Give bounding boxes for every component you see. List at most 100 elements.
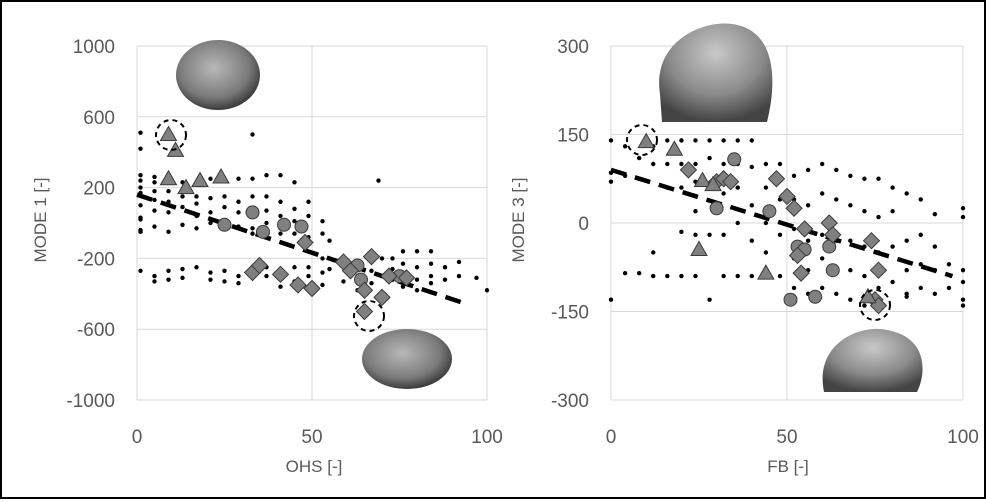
- data-point-dot: [820, 191, 825, 196]
- data-point-dot: [138, 203, 143, 208]
- data-point-dot: [278, 231, 283, 236]
- data-point-dot: [236, 199, 241, 204]
- data-point-dot: [707, 297, 712, 302]
- data-point-dot: [180, 275, 185, 281]
- data-point-diamond: [778, 187, 796, 206]
- data-point-dot: [152, 174, 157, 180]
- data-point-dot: [166, 277, 171, 282]
- data-point-diamond: [824, 226, 842, 244]
- data-point-circle: [783, 292, 798, 307]
- data-point-dot: [180, 194, 185, 199]
- data-point-dot: [960, 303, 966, 308]
- data-point-diamond: [792, 264, 810, 282]
- data-point-dot: [138, 268, 143, 273]
- data-point-dot: [608, 179, 614, 184]
- data-point-dot: [194, 201, 199, 206]
- data-point-dot: [152, 180, 157, 185]
- data-point-dot: [138, 215, 143, 220]
- data-point-dot: [152, 197, 157, 203]
- data-point-diamond: [341, 262, 360, 280]
- data-point-dot: [693, 273, 698, 279]
- data-point-dot: [693, 209, 698, 214]
- data-point-dot: [862, 273, 867, 279]
- data-point-dot: [264, 208, 269, 213]
- data-point-circle: [294, 219, 309, 234]
- data-point-diamond: [289, 276, 307, 294]
- highlight-circle-left-bottom: [353, 300, 385, 332]
- data-point-dot: [679, 229, 684, 235]
- xtick-label: 100: [471, 427, 503, 448]
- data-point-dot: [735, 185, 740, 190]
- data-point-dot: [306, 213, 311, 219]
- xtick-label: 50: [776, 427, 797, 448]
- data-point-dot: [707, 155, 712, 161]
- data-point-circle: [217, 217, 232, 232]
- data-point-dot: [651, 161, 656, 167]
- data-point-dot: [236, 280, 241, 286]
- data-point-dot: [735, 273, 740, 279]
- data-point-dot: [721, 138, 726, 143]
- data-point-dot: [904, 238, 909, 243]
- data-point-dot: [622, 144, 628, 149]
- data-point-dot: [306, 199, 311, 204]
- data-point-dot: [152, 279, 157, 284]
- data-point-dot: [735, 220, 740, 226]
- data-point-dot: [474, 275, 479, 281]
- data-point-dot: [369, 268, 374, 273]
- data-point-dot: [166, 268, 171, 273]
- data-point-dot: [651, 250, 656, 255]
- data-point-dot: [834, 291, 839, 296]
- data-point-dot: [152, 224, 157, 229]
- data-point-dot: [264, 220, 269, 226]
- data-point-dot: [763, 185, 769, 190]
- data-point-dot: [208, 220, 213, 226]
- data-point-dot: [222, 268, 227, 273]
- data-point-diamond: [380, 267, 398, 285]
- data-point-dot: [890, 279, 895, 285]
- ylabel-left: MODE 1 [-]: [31, 177, 50, 262]
- data-point-dot: [152, 273, 157, 279]
- data-point-dot: [442, 265, 448, 270]
- data-point-dot: [707, 232, 712, 237]
- data-point-dot: [749, 138, 754, 143]
- ytick-label: -300: [551, 391, 589, 412]
- data-point-dot: [236, 210, 241, 215]
- data-point-dot: [848, 268, 853, 273]
- data-point-triangle: [212, 167, 230, 184]
- data-point-dot: [679, 185, 684, 190]
- data-point-dot: [777, 232, 783, 237]
- data-point-dot: [208, 277, 213, 282]
- data-point-dot: [735, 138, 740, 143]
- data-point-circle: [727, 152, 742, 167]
- data-point-diamond: [250, 256, 269, 275]
- xtick-label: 50: [301, 427, 322, 448]
- ticks-left: 1000 600 200 -200 -600 -1000 0 50 100: [66, 37, 502, 448]
- ytick-label: -200: [77, 249, 115, 270]
- xtick-label: 100: [947, 427, 979, 448]
- data-point-dot: [208, 270, 213, 275]
- data-point-dot: [484, 288, 490, 293]
- data-point-dot: [820, 285, 825, 291]
- data-point-dot: [777, 161, 783, 167]
- data-point-triangle: [191, 171, 209, 188]
- data-point-dot: [320, 282, 325, 288]
- data-point-triangle: [159, 125, 178, 141]
- data-point-dot: [932, 244, 938, 249]
- data-point-dot: [763, 220, 769, 226]
- data-point-diamond: [721, 172, 740, 191]
- data-point-dot: [428, 280, 434, 286]
- data-point-dot: [960, 297, 966, 302]
- marks-left: [136, 125, 490, 321]
- data-point-circle: [808, 289, 823, 304]
- data-point-dot: [777, 273, 783, 279]
- data-point-dot: [208, 210, 213, 215]
- data-point-dot: [791, 173, 797, 178]
- data-point-dot: [292, 231, 297, 236]
- data-point-triangle: [637, 132, 656, 149]
- data-point-triangle: [665, 140, 684, 156]
- data-point-dot: [721, 232, 726, 237]
- data-point-circle: [762, 204, 777, 219]
- data-point-dot: [180, 266, 185, 272]
- data-point-dot: [805, 238, 811, 243]
- data-point-dot: [749, 164, 754, 170]
